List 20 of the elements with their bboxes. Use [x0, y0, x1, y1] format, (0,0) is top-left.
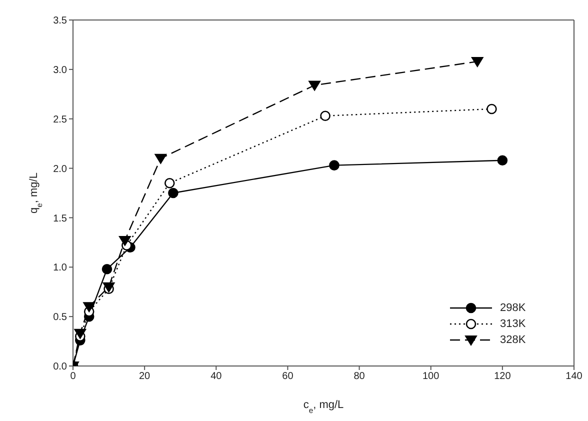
- x-tick-label: 100: [422, 371, 440, 382]
- y-tick-label: 1.5: [53, 213, 68, 224]
- y-tick-label: 3.5: [53, 16, 68, 27]
- legend-label: 298K: [500, 302, 526, 314]
- x-tick-label: 20: [139, 371, 151, 382]
- x-tick-label: 120: [494, 371, 512, 382]
- legend-label: 313K: [500, 318, 526, 330]
- x-tick-label: 140: [566, 371, 583, 382]
- x-tick-label: 80: [354, 371, 366, 382]
- x-axis-title: c$_{e}$, mg/L: [303, 399, 344, 414]
- y-tick-label: 2.0: [53, 164, 68, 175]
- y-tick-label: 1.0: [53, 262, 68, 274]
- x-tick-label: 0: [70, 371, 76, 382]
- y-tick-label: 0.5: [53, 312, 68, 324]
- x-tick-label: 60: [282, 371, 294, 382]
- legend-label: 328K: [500, 334, 526, 346]
- y-tick-label: 0.0: [53, 362, 68, 373]
- y-tick-label: 2.5: [53, 114, 68, 126]
- x-tick-label: 40: [210, 371, 222, 382]
- y-tick-label: 3.0: [53, 64, 68, 76]
